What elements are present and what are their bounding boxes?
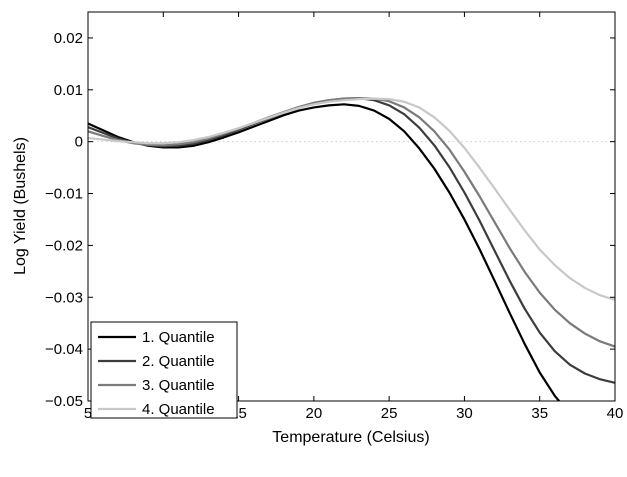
legend-label-2: 2. Quantile <box>142 353 215 370</box>
y-tick-label: −0.03 <box>45 289 83 306</box>
legend-box <box>90 321 238 419</box>
legend-entries: 1. Quantile 2. Quantile 3. Quantile 4. Quan… <box>98 329 215 418</box>
y-tick-label: −0.01 <box>45 186 83 203</box>
ticks-layer: 510152025303540−0.05−0.04−0.03−0.02−0.01… <box>45 12 623 422</box>
y-axis-label: Log Yield (Bushels) <box>12 137 29 275</box>
legend-label-3: 3. Quantile <box>142 377 215 394</box>
legend-label-1: 1. Quantile <box>142 329 215 346</box>
plot-frame <box>87 11 616 402</box>
series-layer <box>88 97 615 401</box>
x-tick-label: 20 <box>306 405 323 422</box>
y-tick-label: 0.01 <box>54 82 83 99</box>
x-axis-label: Temperature (Celsius) <box>272 429 429 446</box>
series-line-3 <box>88 97 615 348</box>
series-line-1 <box>88 103 561 401</box>
y-tick-label: 0.02 <box>54 30 83 47</box>
x-tick-label: 25 <box>381 405 398 422</box>
legend-label-4: 4. Quantile <box>142 401 215 418</box>
x-tick-label: 35 <box>531 405 548 422</box>
legend: 1. Quantile 2. Quantile 3. Quantile 4. Quan… <box>90 321 238 419</box>
series-line-4 <box>88 97 615 301</box>
y-tick-label: −0.05 <box>45 393 83 410</box>
y-tick-label: −0.02 <box>45 237 83 254</box>
y-tick-label: −0.04 <box>45 341 83 358</box>
x-tick-label: 40 <box>607 405 624 422</box>
x-tick-label: 30 <box>456 405 473 422</box>
y-tick-label: 0 <box>75 134 83 151</box>
x-tick-label: 5 <box>84 405 92 422</box>
